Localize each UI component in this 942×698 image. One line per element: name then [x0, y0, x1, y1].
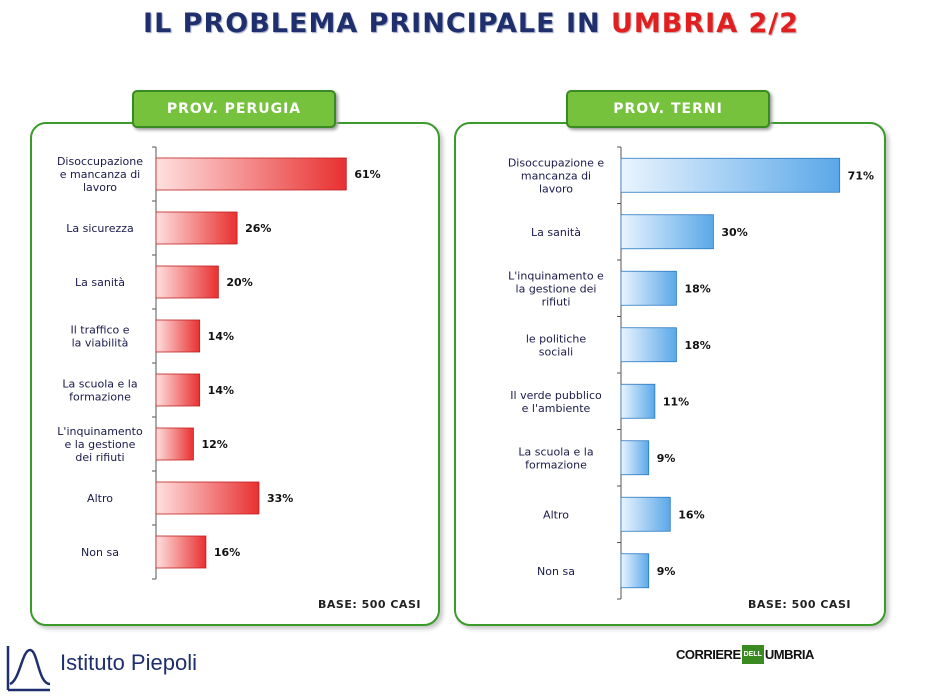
page-title: IL PROBLEMA PRINCIPALE IN UMBRIA 2/2 — [0, 8, 942, 39]
category-label-7: Non sa — [81, 546, 119, 559]
value-label-7: 9% — [657, 565, 676, 578]
value-label-2: 18% — [684, 282, 710, 295]
value-label-0: 71% — [848, 169, 874, 182]
corriere-word: CORRIERE — [676, 647, 741, 662]
bar-1 — [155, 211, 238, 245]
tab-terni: PROV. TERNI — [566, 90, 770, 128]
category-label-7: Non sa — [537, 565, 575, 578]
category-label-5: La scuola e la formazione — [518, 445, 593, 471]
value-label-4: 14% — [208, 384, 234, 397]
category-label-0: Disoccupazione e mancanza di lavoro — [57, 155, 143, 194]
bar-5 — [155, 427, 194, 461]
bar-6 — [155, 481, 260, 515]
value-label-6: 16% — [678, 508, 704, 521]
category-label-2: L'inquinamento e la gestione dei rifiuti — [508, 269, 604, 308]
category-label-3: le politiche sociali — [526, 332, 587, 358]
bar-1 — [620, 214, 714, 250]
panel-perugia: 61% Disoccupazione e mancanza di lavoro 26% L… — [30, 122, 440, 626]
piepoli-name: Istituto Piepoli — [60, 650, 197, 675]
bar-3 — [155, 319, 201, 353]
value-label-5: 9% — [657, 452, 676, 465]
umbria-word: UMBRIA — [764, 647, 815, 662]
chart-perugia: 61% Disoccupazione e mancanza di lavoro 26% L… — [57, 146, 381, 580]
dell-word: DELL — [741, 645, 764, 664]
value-label-3: 14% — [208, 330, 234, 343]
category-label-4: Il verde pubblico e l'ambiente — [510, 389, 602, 415]
category-label-6: Altro — [87, 492, 113, 505]
bar-7 — [620, 553, 650, 589]
category-label-2: La sanità — [75, 276, 125, 289]
bar-3 — [620, 327, 677, 363]
category-label-1: La sanità — [531, 226, 581, 239]
bar-0 — [620, 157, 841, 193]
tab-perugia: PROV. PERUGIA — [132, 90, 336, 128]
panel-terni: 71% Disoccupazione e mancanza di lavoro 30% L… — [454, 122, 886, 626]
value-label-6: 33% — [267, 492, 293, 505]
category-label-3: Il traffico e la viabilità — [70, 324, 129, 350]
category-label-6: Altro — [543, 508, 569, 521]
bar-4 — [155, 373, 201, 407]
bar-0 — [155, 157, 347, 191]
value-label-7: 16% — [214, 546, 240, 559]
value-label-2: 20% — [226, 276, 252, 289]
bar-7 — [155, 535, 207, 569]
value-label-1: 30% — [721, 226, 747, 239]
istituto-piepoli-logo: Istituto Piepoli — [4, 640, 197, 698]
chart-terni: 71% Disoccupazione e mancanza di lavoro 30% L… — [508, 146, 874, 600]
value-label-1: 26% — [245, 222, 271, 235]
bar-2 — [155, 265, 219, 299]
bar-6 — [620, 496, 671, 532]
value-label-5: 12% — [201, 438, 227, 451]
piepoli-mark-icon — [4, 640, 54, 694]
bar-5 — [620, 440, 650, 476]
bar-4 — [620, 383, 656, 419]
value-label-3: 18% — [684, 339, 710, 352]
base-terni: BASE: 500 CASI — [748, 598, 851, 611]
category-label-0: Disoccupazione e mancanza di lavoro — [508, 156, 605, 195]
title-main: IL PROBLEMA PRINCIPALE IN — [143, 8, 601, 39]
bar-2 — [620, 270, 677, 306]
title-highlight: UMBRIA 2/2 — [611, 8, 799, 39]
value-label-4: 11% — [663, 395, 689, 408]
value-label-0: 61% — [354, 168, 380, 181]
category-label-5: L'inquinamento e la gestione dei rifiuti — [57, 425, 143, 464]
base-perugia: BASE: 500 CASI — [318, 598, 421, 611]
corriere-umbria-logo: CORRIERE DELL UMBRIA — [676, 644, 814, 670]
category-label-4: La scuola e la formazione — [62, 378, 137, 404]
category-label-1: La sicurezza — [66, 222, 134, 235]
